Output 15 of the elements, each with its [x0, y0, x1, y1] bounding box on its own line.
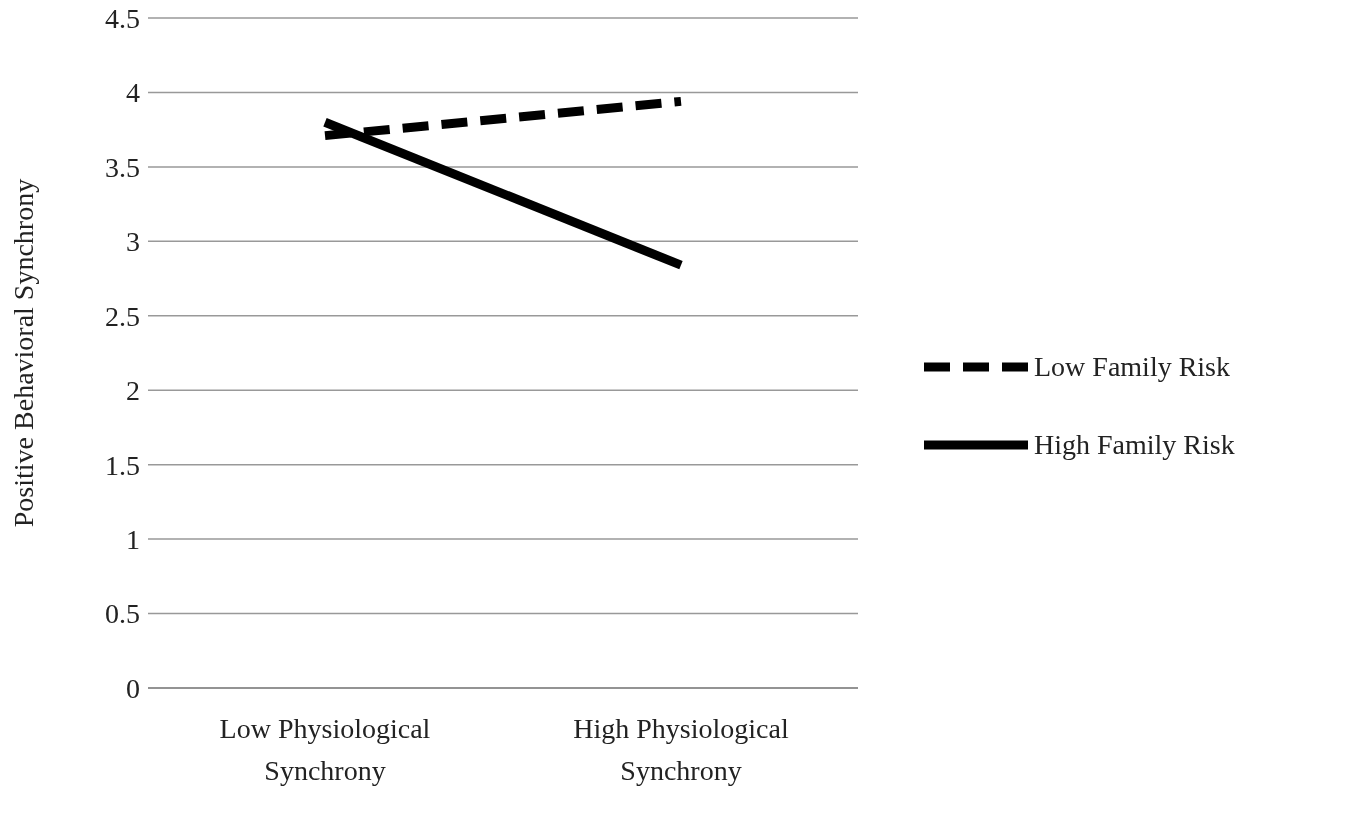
y-tick-label: 2.5 — [105, 300, 140, 332]
y-tick-label: 3 — [126, 226, 140, 258]
y-axis-title: Positive Behavioral Synchrony — [7, 178, 39, 528]
y-tick-label: 2 — [126, 375, 140, 407]
y-tick-label: 3.5 — [105, 151, 140, 183]
legend-label: Low Family Risk — [1034, 351, 1231, 383]
legend-label: High Family Risk — [1034, 429, 1235, 461]
x-tick-label: High Physiological Synchrony — [573, 713, 789, 786]
x-tick-label: Low Physiological Synchrony — [219, 713, 431, 786]
y-tick-label: 4 — [126, 77, 140, 109]
y-tick-label: 4.5 — [105, 2, 140, 34]
y-tick-label: 0 — [126, 672, 140, 704]
y-tick-label: 1.5 — [105, 449, 140, 481]
y-tick-label: 0.5 — [105, 598, 140, 630]
y-tick-label: 1 — [126, 524, 140, 556]
